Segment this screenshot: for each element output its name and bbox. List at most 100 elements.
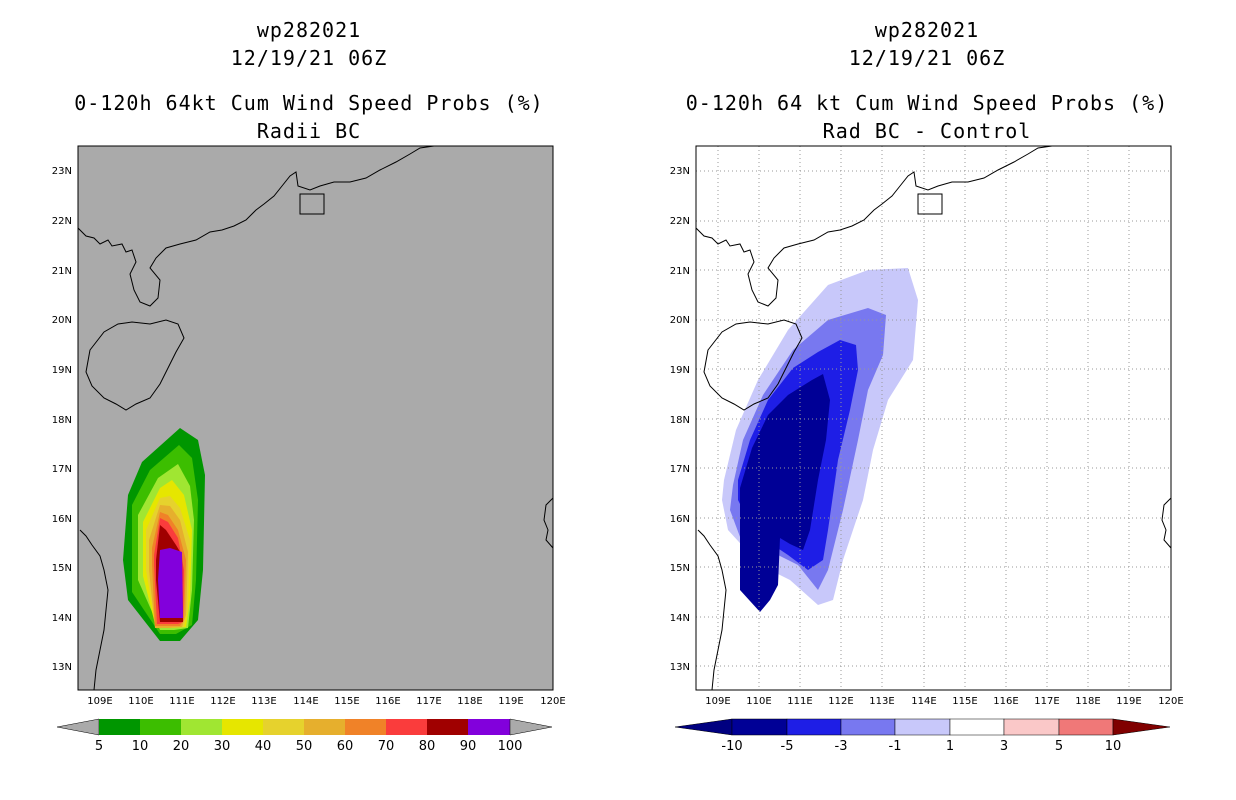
lat-label: 15N: [670, 563, 690, 574]
right-map-svg: 23N 22N 21N 20N 19N 18N 17N 16N 15N 14N …: [670, 145, 1184, 754]
contour-90: [158, 548, 183, 618]
colorbar-label: 1: [946, 739, 954, 754]
china-coastline: [695, 145, 1053, 307]
colorbar-swatch: [222, 719, 263, 735]
colorbar-swatch: [263, 719, 304, 735]
lat-label: 14N: [670, 613, 690, 624]
luzon-coastline: [1161, 497, 1172, 549]
colorbar-label: 50: [296, 739, 313, 754]
hainan-coastline: [85, 319, 185, 411]
colorbar-label: 3: [1000, 739, 1008, 754]
lat-label: 19N: [52, 365, 72, 376]
lat-label: 16N: [52, 514, 72, 525]
product-subtitle: Radii BC: [256, 119, 362, 143]
lon-label: 114E: [911, 696, 936, 707]
colorbar-label: 10: [132, 739, 149, 754]
datetime-title: 12/19/21 06Z: [848, 46, 1006, 70]
colorbar-label: 90: [460, 739, 477, 754]
lon-axis: 109E 110E 111E 112E 113E 114E 115E 116E …: [705, 696, 1183, 707]
probability-contours: [123, 428, 205, 641]
colorbar-swatch: [304, 719, 345, 735]
lon-label: 118E: [457, 696, 482, 707]
colorbar: -10 -5 -3 -1 1 3 5 10: [674, 718, 1171, 754]
colorbar-end-left: [56, 718, 100, 736]
colorbar-swatch: [181, 719, 222, 735]
hong-kong-box: [917, 193, 943, 215]
lon-label: 113E: [869, 696, 894, 707]
colorbar-label: 20: [173, 739, 190, 754]
lon-label: 117E: [1034, 696, 1059, 707]
colorbar-swatch: [894, 718, 951, 736]
right-map-panel: wp282021 12/19/21 06Z 0-120h 64 kt Cum W…: [618, 0, 1236, 800]
lon-label: 115E: [952, 696, 977, 707]
lon-label: 120E: [540, 696, 565, 707]
difference-contours: [722, 268, 918, 612]
lon-label: 115E: [334, 696, 359, 707]
lon-label: 109E: [705, 696, 730, 707]
colorbar-label: -10: [721, 739, 742, 754]
colorbar-label: 60: [337, 739, 354, 754]
lat-label: 18N: [670, 415, 690, 426]
lon-label: 117E: [416, 696, 441, 707]
product-title: 0-120h 64kt Cum Wind Speed Probs (%): [74, 91, 544, 115]
colorbar-label: 70: [378, 739, 395, 754]
lat-label: 17N: [52, 464, 72, 475]
colorbar-label: 10: [1105, 739, 1122, 754]
map-frame: [695, 145, 1172, 691]
lon-label: 112E: [828, 696, 853, 707]
colorbar-swatch: [1058, 718, 1114, 736]
colorbar-swatch: [99, 719, 140, 735]
coastline: [695, 145, 1172, 691]
lon-label: 118E: [1075, 696, 1100, 707]
colorbar-swatch: [949, 718, 1005, 736]
left-map-panel: wp282021 12/19/21 06Z 0-120h 64kt Cum Wi…: [52, 18, 566, 754]
lat-label: 23N: [52, 166, 72, 177]
lat-label: 20N: [52, 315, 72, 326]
colorbar-swatch: [386, 719, 427, 735]
lat-label: 21N: [670, 266, 690, 277]
lon-label: 116E: [993, 696, 1018, 707]
lon-axis: 109E 110E 111E 112E 113E 114E 115E 116E …: [87, 696, 565, 707]
colorbar-swatch: [840, 718, 896, 736]
lat-label: 16N: [670, 514, 690, 525]
product-title: 0-120h 64 kt Cum Wind Speed Probs (%): [685, 91, 1169, 115]
lat-label: 20N: [670, 315, 690, 326]
storm-id-title: wp282021: [256, 18, 362, 42]
storm-id-title: wp282021: [874, 18, 980, 42]
colorbar-swatch: [1003, 718, 1060, 736]
colorbar-label: 5: [1055, 739, 1063, 754]
lon-label: 116E: [375, 696, 400, 707]
contour-minus-10: [740, 374, 830, 612]
colorbar-label: -3: [835, 739, 848, 754]
lat-label: 19N: [670, 365, 690, 376]
lat-label: 13N: [52, 662, 72, 673]
lon-label: 113E: [251, 696, 276, 707]
lon-label: 110E: [746, 696, 771, 707]
colorbar-label: 40: [255, 739, 272, 754]
left-map-svg: 23N 22N 21N 20N 19N 18N 17N 16N 15N 14N …: [52, 145, 566, 754]
luzon-coastline: [543, 497, 554, 549]
colorbar-swatch: [427, 719, 468, 735]
hainan-coastline: [703, 319, 803, 411]
lon-label: 111E: [787, 696, 812, 707]
lat-label: 14N: [52, 613, 72, 624]
vietnam-coastline: [79, 529, 109, 691]
colorbar-swatch: [468, 719, 510, 735]
colorbar-swatch: [345, 719, 386, 735]
colorbar-end-right: [509, 718, 553, 736]
lon-label: 110E: [128, 696, 153, 707]
colorbar-label: 100: [498, 739, 523, 754]
coastline: [77, 145, 554, 691]
lat-label: 23N: [670, 166, 690, 177]
lon-label: 112E: [210, 696, 235, 707]
lat-label: 17N: [670, 464, 690, 475]
lat-axis: 23N 22N 21N 20N 19N 18N 17N 16N 15N 14N …: [670, 166, 690, 673]
product-subtitle: Rad BC - Control: [822, 119, 1032, 143]
colorbar: 5 10 20 30 40 50 60 70 80 90 100: [56, 718, 553, 754]
lon-label: 114E: [293, 696, 318, 707]
lon-label: 111E: [169, 696, 194, 707]
colorbar-swatch: [140, 719, 181, 735]
lat-axis: 23N 22N 21N 20N 19N 18N 17N 16N 15N 14N …: [52, 166, 72, 673]
colorbar-label: -1: [889, 739, 902, 754]
vietnam-coastline: [697, 529, 727, 691]
